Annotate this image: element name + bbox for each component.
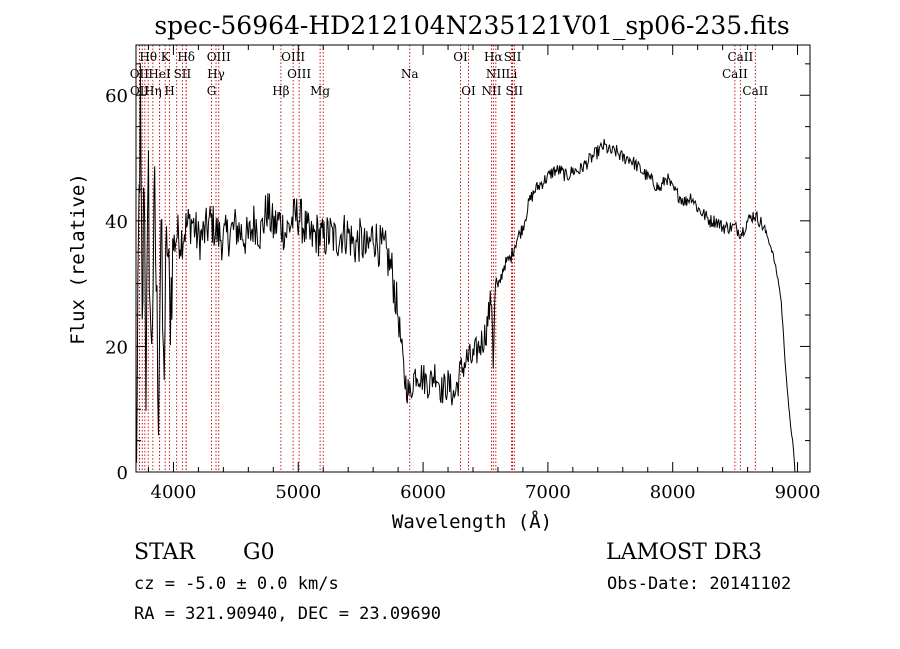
y-axis-label: Flux (relative) [67,173,89,345]
line-label-Hη: Hη [144,84,162,98]
spectrum-line [135,64,796,473]
y-tick-label: 0 [117,463,128,484]
survey-name: LAMOST DR3 [606,540,762,565]
observation-date: Obs-Date: 20141102 [607,574,792,594]
line-label-OI: OI [453,50,468,64]
line-label-Mg: Mg [310,84,330,98]
line-label-G: G [207,84,217,98]
coordinates: RA = 321.90940, DEC = 23.09690 [134,604,442,624]
line-label-K: K [161,50,171,64]
line-label-SII: SII [505,84,523,98]
plot-frame [135,44,811,473]
line-label-OII: OII [130,67,150,81]
line-label-Hα: Hα [484,50,503,64]
line-label-OII: OII [130,84,150,98]
line-label-CaII: CaII [722,67,748,81]
line-label-OIII: OIII [287,67,311,81]
line-label-OIII: OIII [207,50,231,64]
x-tick-label: 5000 [275,482,321,503]
line-label-NII: NII [481,84,501,98]
line-label-Na: Na [401,67,419,81]
y-tick-label: 20 [105,337,128,358]
y-tick-label: 60 [105,86,128,107]
y-tick-label: 40 [105,212,128,233]
line-label-CaII: CaII [727,50,753,64]
object-subclass: G0 [243,540,275,565]
x-tick-label: 9000 [775,482,821,503]
line-label-Hδ: Hδ [177,50,195,64]
axis-tick-labels: 4000 5000 6000 7000 8000 9000 0 20 40 60 [105,86,820,503]
line-label-Hγ: Hγ [207,67,225,81]
chart-title: spec-56964-HD212104N235121V01_sp06-235.f… [154,11,789,40]
line-label-SII: SII [504,50,522,64]
line-label-CaII: CaII [742,84,768,98]
line-label-Hθ: Hθ [139,50,157,64]
x-tick-label: 6000 [400,482,446,503]
line-label-OIII: OIII [281,50,305,64]
axis-ticks [136,45,810,473]
line-label-NII: NII [486,67,506,81]
line-label-Li: Li [506,67,518,81]
x-tick-label: 7000 [525,482,571,503]
x-tick-label: 8000 [650,482,696,503]
emission-line-markers [138,45,756,472]
line-label-OI: OI [461,84,476,98]
line-label-Hβ: Hβ [272,84,289,98]
x-axis-label: Wavelength (Å) [392,510,552,533]
line-label-H: H [164,84,174,98]
redshift-cz: cz = -5.0 ± 0.0 km/s [134,574,339,594]
line-label-SII: SII [174,67,192,81]
line-label-HeI: HeI [148,67,171,81]
object-class: STAR [134,540,195,565]
x-tick-label: 4000 [151,482,197,503]
